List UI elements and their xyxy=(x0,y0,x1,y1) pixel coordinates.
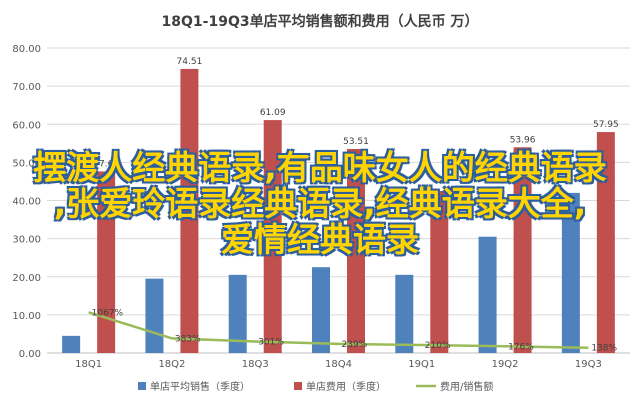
x-tick-label-5: 19Q2 xyxy=(492,359,519,370)
line-label-3: 239% xyxy=(342,340,368,350)
ratio-line xyxy=(88,311,589,349)
data-labels: 47.63 74.51 61.09 53.51 53.96 57.95 1067% 383% 3… xyxy=(92,57,619,354)
y-tick-label-0: 0.00 xyxy=(19,349,41,360)
x-tick-label-0: 18Q1 xyxy=(75,359,102,370)
bar-s0-5 xyxy=(478,236,497,353)
line-label-0: 1067% xyxy=(92,308,124,318)
bars xyxy=(62,68,615,353)
line-label-5: 176% xyxy=(508,342,534,352)
x-axis-ticks: 18Q1 18Q2 18Q3 18Q4 19Q1 19Q2 19Q3 xyxy=(75,359,602,370)
legend-label-2: 费用/销售额 xyxy=(440,380,493,393)
y-tick-label-2: 20.00 xyxy=(12,273,41,284)
bar-label-s1-3: 53.51 xyxy=(343,137,369,147)
legend-swatch-1 xyxy=(294,382,302,390)
y-axis-ticks: 0.00 10.00 20.00 30.00 40.00 50.00 60.00 70.00 8… xyxy=(12,44,41,360)
legend-label-0: 单店平均销售（季度） xyxy=(150,380,250,393)
y-tick-label-4: 40.00 xyxy=(12,197,41,208)
x-tick-label-4: 19Q1 xyxy=(408,359,435,370)
legend-label-1: 单店费用（季度） xyxy=(306,380,386,393)
chart-title: 18Q1-19Q3单店平均销售额和费用（人民币 万） xyxy=(162,13,479,30)
bar-s1-6 xyxy=(596,132,615,353)
bar-s0-2 xyxy=(228,274,247,353)
bar-label-s1-0: 47.63 xyxy=(93,159,119,169)
overlay-line-1: 摆渡人经典语录,有品味女人的经典语录 xyxy=(33,148,607,187)
overlay-line-2: ,张爱玲语录经典语录,经典语录大全, xyxy=(53,184,587,223)
bar-label-s1-2: 61.09 xyxy=(260,108,286,118)
line-label-2: 301% xyxy=(258,338,284,348)
x-tick-label-2: 18Q3 xyxy=(242,359,269,370)
bar-s1-4 xyxy=(430,190,449,353)
x-tick-label-3: 18Q4 xyxy=(325,359,352,370)
x-tick-label-1: 18Q2 xyxy=(158,359,185,370)
bar-s0-4 xyxy=(395,274,414,353)
bar-s1-3 xyxy=(347,148,365,353)
bar-label-s1-1: 74.51 xyxy=(177,57,203,67)
y-tick-label-7: 70.00 xyxy=(12,82,41,93)
y-tick-label-8: 80.00 xyxy=(12,44,41,55)
legend-swatch-0 xyxy=(138,382,146,390)
bar-s0-0 xyxy=(62,335,81,353)
y-tick-label-6: 60.00 xyxy=(12,120,41,131)
bar-label-s1-6: 57.95 xyxy=(593,120,619,130)
bar-s0-6 xyxy=(561,192,580,353)
watermark-overlay-text: 摆渡人经典语录,有品味女人的经典语录 ,张爱玲语录经典语录,经典语录大全, 爱情… xyxy=(0,150,640,258)
grid-lines xyxy=(47,47,630,354)
line-label-6: 138% xyxy=(591,344,617,354)
x-tick-label-6: 19Q3 xyxy=(575,359,602,370)
bar-label-s1-5: 53.96 xyxy=(510,135,536,145)
overlay-line-3: 爱情经典语录 xyxy=(221,220,419,259)
bar-s1-1 xyxy=(180,68,199,353)
y-tick-label-3: 30.00 xyxy=(12,235,41,246)
y-tick-label-1: 10.00 xyxy=(12,311,41,322)
line-label-1: 383% xyxy=(175,334,201,344)
legend: 单店平均销售（季度） 单店费用（季度） 费用/销售额 xyxy=(138,380,493,393)
bar-s0-3 xyxy=(312,267,330,353)
y-tick-label-5: 50.00 xyxy=(12,158,41,169)
line-label-4: 210% xyxy=(425,341,451,351)
bar-s1-2 xyxy=(263,120,282,353)
bar-s0-1 xyxy=(145,278,164,353)
bar-s1-0 xyxy=(97,171,116,353)
bar-s1-5 xyxy=(513,147,532,353)
ratio-line-path xyxy=(88,311,589,349)
